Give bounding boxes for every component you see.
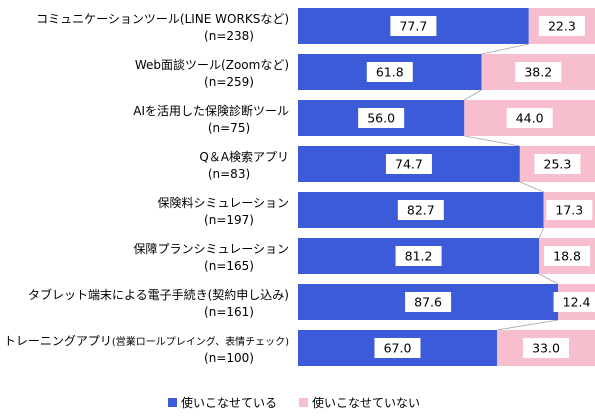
data-label-box-8-used bbox=[374, 338, 421, 358]
category-label-5: 保険料シミュレーション bbox=[157, 196, 289, 210]
category-n-label-2: (n=259) bbox=[204, 75, 254, 89]
legend-item-not-used-swatch bbox=[299, 398, 308, 407]
data-label-box-1-used bbox=[390, 16, 437, 36]
connector-line-4 bbox=[519, 181, 544, 193]
data-label-8-used: 67.0 bbox=[384, 341, 412, 356]
category-n-label-6: (n=165) bbox=[204, 259, 254, 273]
data-label-1-not-used: 22.3 bbox=[548, 19, 576, 34]
connector-line-1 bbox=[481, 43, 529, 55]
data-label-4-used: 74.7 bbox=[395, 157, 423, 172]
data-label-5-used: 82.7 bbox=[407, 203, 435, 218]
data-label-2-not-used: 38.2 bbox=[524, 65, 552, 80]
data-label-box-4-not-used bbox=[534, 154, 581, 174]
category-n-label-8: (n=100) bbox=[204, 351, 254, 365]
connector-line-7 bbox=[496, 319, 559, 331]
data-label-box-7-not-used bbox=[553, 292, 595, 312]
data-label-box-5-not-used bbox=[546, 200, 593, 220]
connector-line-6 bbox=[538, 273, 559, 285]
category-n-label-1: (n=238) bbox=[204, 29, 254, 43]
bars-group: 77.7 22.3 61.8 38.2 56.0 44.0 74.7 25.3 82.7 17.3… bbox=[298, 8, 595, 366]
data-label-4-not-used: 25.3 bbox=[544, 157, 572, 172]
legend-item-used-swatch bbox=[168, 398, 177, 407]
data-label-box-6-used bbox=[395, 246, 442, 266]
data-label-3-not-used: 44.0 bbox=[516, 111, 544, 126]
category-n-label-7: (n=161) bbox=[204, 305, 254, 319]
category-n-label-3: (n=75) bbox=[208, 121, 250, 135]
data-label-6-used: 81.2 bbox=[405, 249, 433, 264]
category-label-4: Q＆A検索アプリ bbox=[199, 150, 289, 164]
data-label-3-used: 56.0 bbox=[367, 111, 395, 126]
legend-item-not-used-label: 使いこなせていない bbox=[312, 395, 420, 410]
data-label-box-2-used bbox=[366, 62, 413, 82]
series-connector-lines bbox=[464, 43, 559, 331]
category-label-6: 保障プランシミュレーション bbox=[133, 241, 289, 256]
category-label-2: Web面談ツール(Zoomなど) bbox=[135, 57, 289, 72]
data-label-2-used: 61.8 bbox=[376, 65, 404, 80]
data-label-box-2-not-used bbox=[515, 62, 562, 82]
category-n-label-4: (n=83) bbox=[208, 167, 250, 181]
data-label-box-3-used bbox=[358, 108, 405, 128]
category-label-3: AIを活用した保険診断ツール bbox=[133, 103, 289, 118]
category-n-label-5: (n=197) bbox=[204, 213, 254, 227]
data-label-5-not-used: 17.3 bbox=[555, 203, 583, 218]
data-label-1-used: 77.7 bbox=[399, 19, 427, 34]
data-label-7-not-used: 12.4 bbox=[563, 295, 591, 310]
category-label-1: コミュニケーションツール(LINE WORKSなど) bbox=[36, 12, 289, 26]
connector-line-5 bbox=[538, 227, 544, 239]
data-label-box-8-not-used bbox=[522, 338, 569, 358]
data-label-box-6-not-used bbox=[544, 246, 591, 266]
connector-line-3 bbox=[464, 135, 520, 147]
data-label-6-not-used: 18.8 bbox=[553, 249, 581, 264]
data-label-8-not-used: 33.0 bbox=[532, 341, 560, 356]
category-label-7: タブレット端末による電子手続き(契約申し込み) bbox=[28, 287, 289, 302]
category-label-8: トレーニングアプリ(営業ロールプレイング、表情チェック) bbox=[4, 334, 289, 348]
data-label-7-used: 87.6 bbox=[414, 295, 442, 310]
connector-line-2 bbox=[464, 89, 482, 101]
legend: 使いこなせている 使いこなせていない bbox=[168, 395, 420, 410]
data-label-box-5-used bbox=[397, 200, 444, 220]
data-label-box-4-used bbox=[385, 154, 432, 174]
data-label-box-3-not-used bbox=[506, 108, 553, 128]
data-label-box-1-not-used bbox=[538, 16, 585, 36]
legend-item-used-label: 使いこなせている bbox=[181, 395, 277, 410]
data-label-box-7-used bbox=[405, 292, 452, 312]
category-labels-group: コミュニケーションツール(LINE WORKSなど) (n=238) Web面談ツー… bbox=[4, 12, 289, 365]
